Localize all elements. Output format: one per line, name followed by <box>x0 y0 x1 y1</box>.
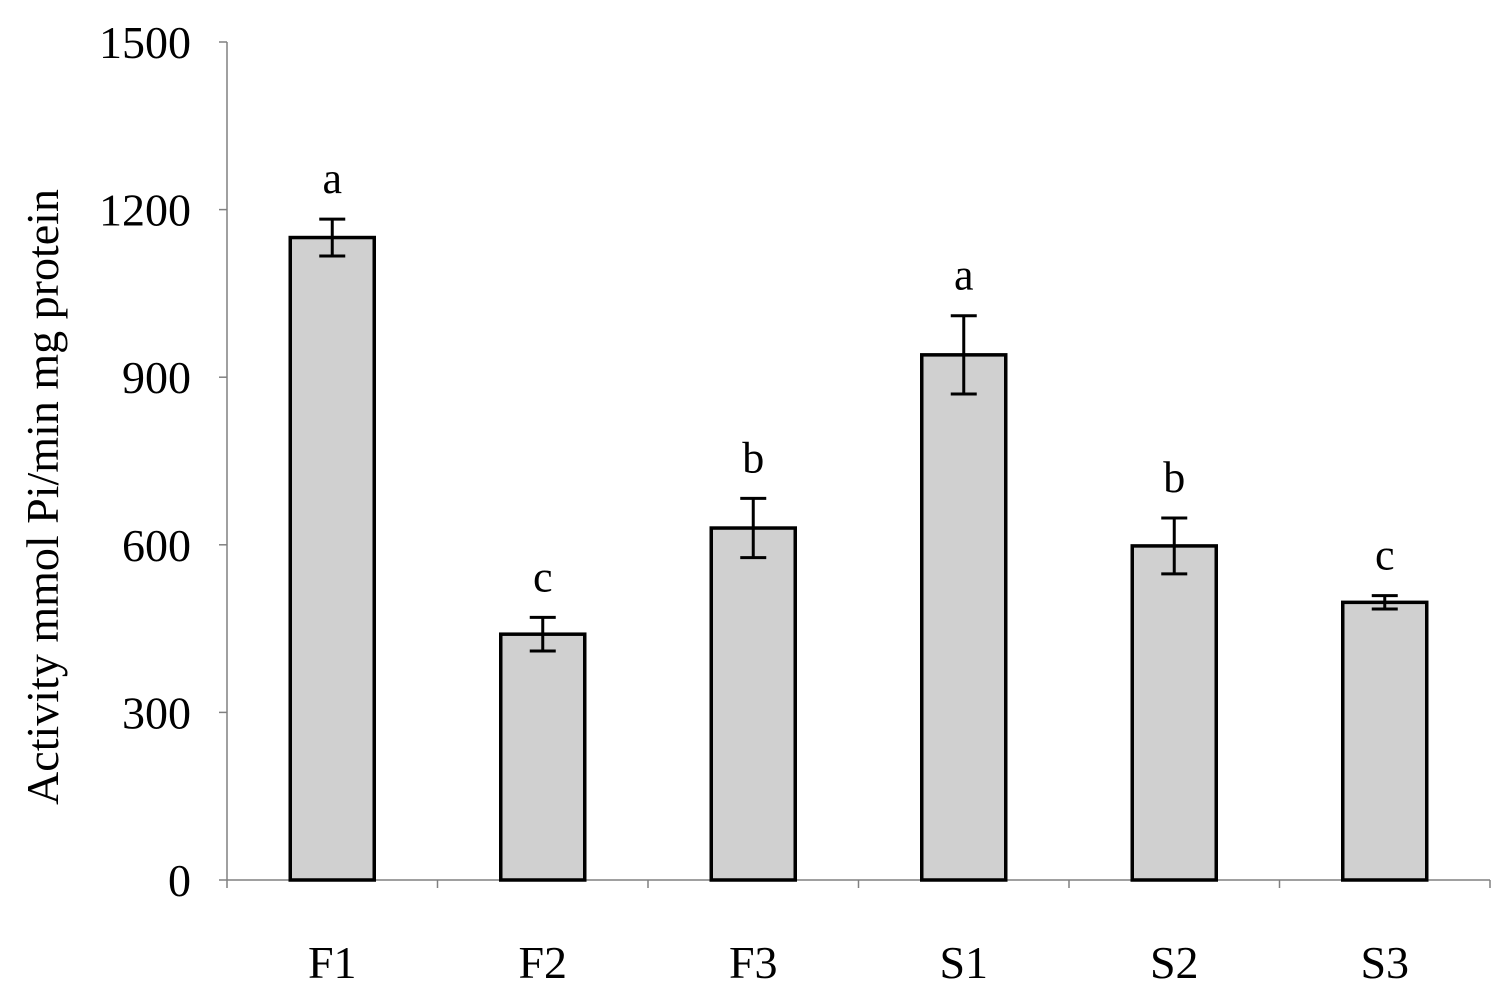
significance-letter: b <box>1163 453 1185 502</box>
bar <box>709 526 797 882</box>
bar <box>1130 544 1218 882</box>
y-tick-label: 0 <box>168 855 191 906</box>
y-tick-label: 600 <box>122 520 191 571</box>
x-tick-label: F1 <box>308 937 357 988</box>
y-tick-label: 1200 <box>99 185 191 236</box>
labels-layer: a F1 c F2 b F3 a S1 b S2 c S3 <box>308 154 1409 988</box>
x-tick-label: F3 <box>729 937 778 988</box>
bars-layer <box>288 217 1429 882</box>
x-tick-label: S1 <box>939 937 988 988</box>
x-tick-label: F2 <box>518 937 567 988</box>
y-tick-label: 300 <box>122 687 191 738</box>
bar <box>920 353 1008 882</box>
y-axis-title: Activity mmol Pi/min mg protein <box>17 189 68 805</box>
significance-letter: c <box>533 552 553 601</box>
y-tick-label: 1500 <box>99 17 191 68</box>
x-tick-label: S3 <box>1360 937 1409 988</box>
significance-letter: a <box>954 251 974 300</box>
significance-letter: c <box>1375 531 1395 580</box>
significance-letter: a <box>322 154 342 203</box>
significance-letter: b <box>742 433 764 482</box>
bar <box>288 235 376 882</box>
x-tick-label: S2 <box>1150 937 1199 988</box>
y-tick-label: 900 <box>122 352 191 403</box>
bar <box>499 632 587 882</box>
axes-layer: 0 300 600 900 1200 1500 <box>99 17 1491 906</box>
bar <box>1341 600 1429 882</box>
